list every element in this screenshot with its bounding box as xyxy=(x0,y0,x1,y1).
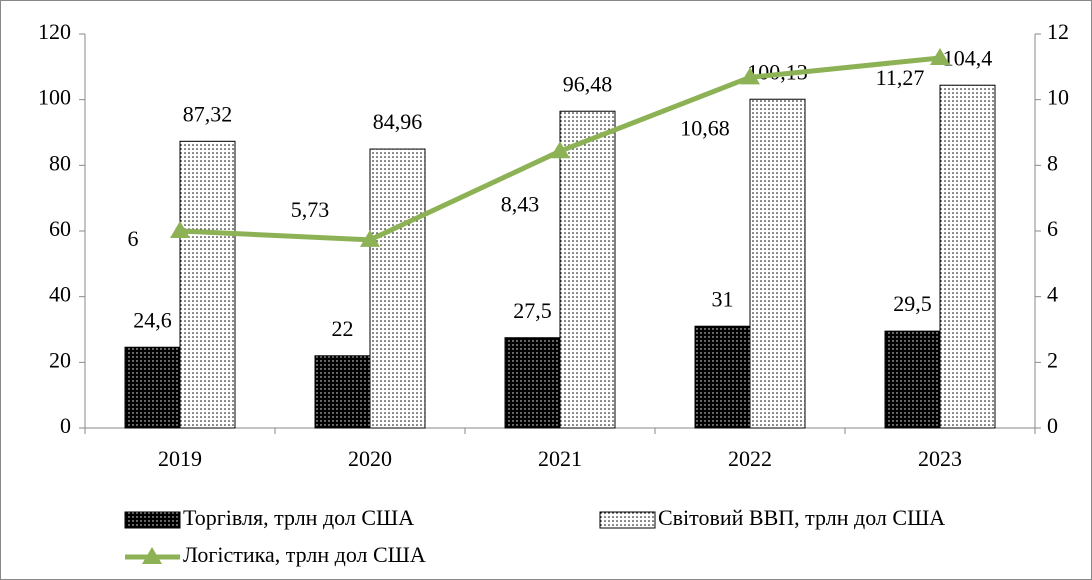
bar xyxy=(124,346,181,429)
bar xyxy=(314,355,371,429)
y-tick-label: 100 xyxy=(38,85,71,110)
y-tick-label: 120 xyxy=(38,19,71,44)
y-tick-label: 0 xyxy=(60,413,71,438)
bar xyxy=(179,140,236,429)
bar xyxy=(694,325,751,429)
bar xyxy=(559,110,616,429)
line-marker xyxy=(740,67,760,85)
bar xyxy=(504,337,561,429)
data-label: 8,43 xyxy=(501,191,540,216)
data-label: 22 xyxy=(332,316,354,341)
y2-tick-label: 2 xyxy=(1047,347,1058,372)
bar xyxy=(884,330,941,429)
y2-tick-label: 4 xyxy=(1047,282,1058,307)
x-tick-label: 2020 xyxy=(348,446,392,471)
data-label: 5,73 xyxy=(291,197,330,222)
y2-tick-label: 0 xyxy=(1047,413,1058,438)
data-label: 27,5 xyxy=(513,298,552,323)
legend-label: Логістика, трлн дол США xyxy=(183,542,426,567)
bar xyxy=(369,148,426,429)
x-tick-label: 2022 xyxy=(728,446,772,471)
y-tick-label: 80 xyxy=(49,150,71,175)
y2-tick-label: 6 xyxy=(1047,216,1058,241)
x-tick-label: 2021 xyxy=(538,446,582,471)
data-label: 87,32 xyxy=(183,101,233,126)
x-tick-label: 2019 xyxy=(158,446,202,471)
line-marker xyxy=(930,47,950,65)
data-label: 6 xyxy=(128,226,139,251)
y2-tick-label: 10 xyxy=(1047,85,1069,110)
data-label: 31 xyxy=(712,286,734,311)
data-label: 29,5 xyxy=(893,291,932,316)
bar xyxy=(749,98,806,429)
line-marker xyxy=(360,229,380,247)
legend-label: Світовий ВВП, трлн дол США xyxy=(658,505,945,530)
y-tick-label: 40 xyxy=(49,282,71,307)
y2-tick-label: 12 xyxy=(1047,19,1069,44)
bar xyxy=(939,84,996,429)
y-tick-label: 60 xyxy=(49,216,71,241)
y2-tick-label: 8 xyxy=(1047,150,1058,175)
y-tick-label: 20 xyxy=(49,347,71,372)
legend-label: Торгівля, трлн дол США xyxy=(183,505,414,530)
legend-swatch xyxy=(599,511,656,529)
data-label: 96,48 xyxy=(563,71,613,96)
line-marker xyxy=(170,221,190,238)
data-label: 84,96 xyxy=(373,109,423,134)
data-label: 24,6 xyxy=(133,307,172,332)
data-label: 104,4 xyxy=(943,45,993,70)
x-tick-label: 2023 xyxy=(918,446,962,471)
legend-swatch xyxy=(124,511,181,529)
data-label: 10,68 xyxy=(680,115,730,140)
data-label: 11,27 xyxy=(876,65,925,90)
line-marker xyxy=(550,141,570,159)
legend-marker xyxy=(142,547,162,564)
